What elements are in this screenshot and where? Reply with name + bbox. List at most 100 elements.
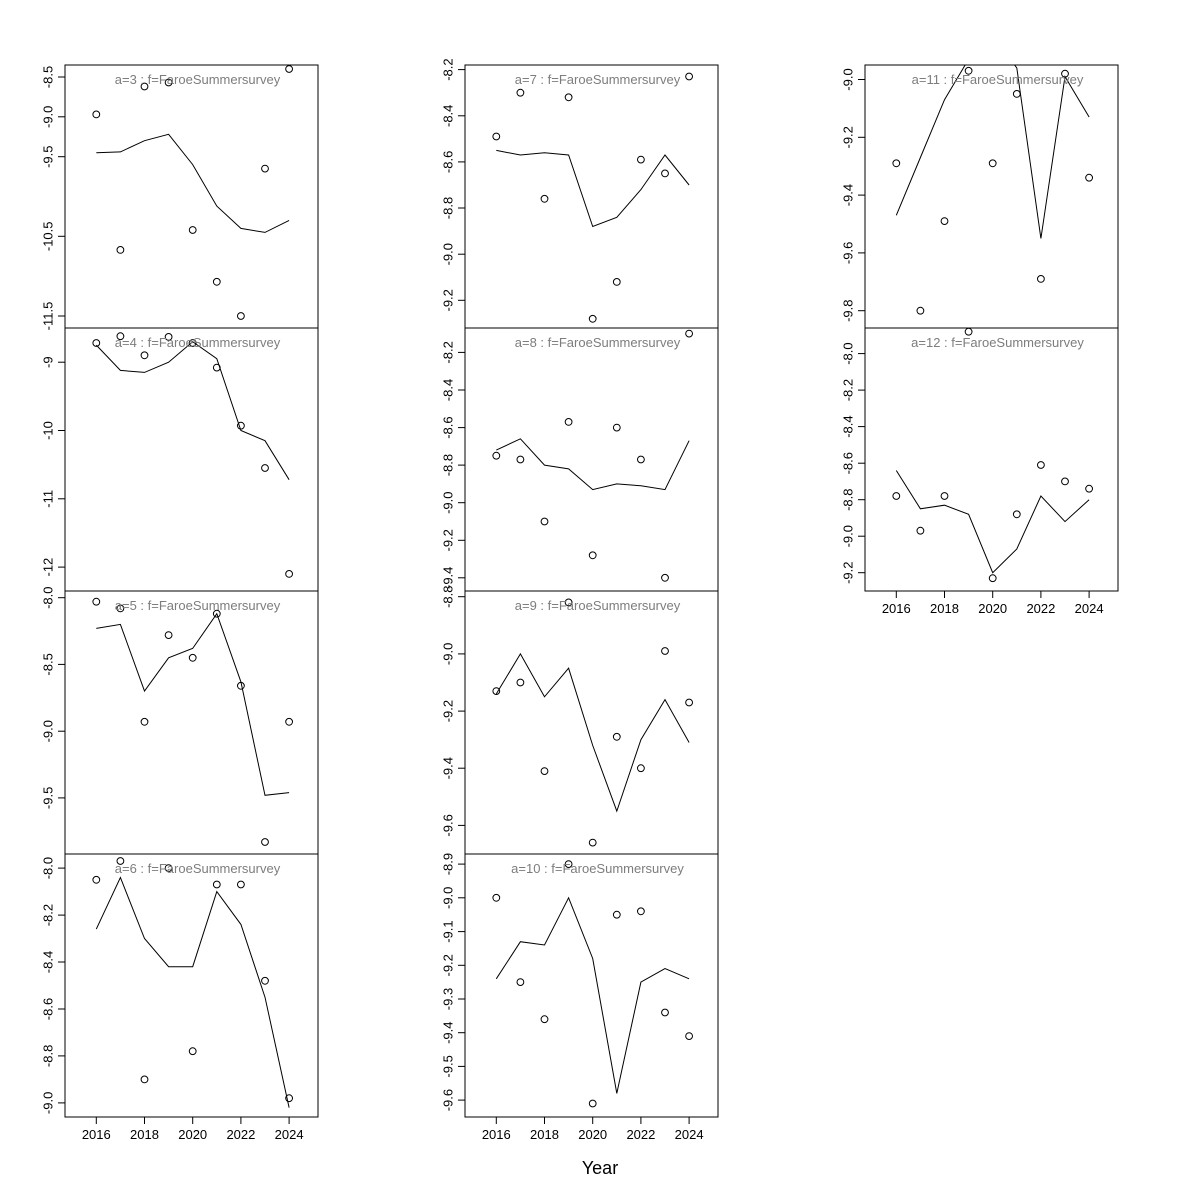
panel-title: a=6 : f=FaroeSummersurvey <box>115 861 281 876</box>
data-point <box>637 764 645 773</box>
y-tick-label: -8.6 <box>41 998 56 1020</box>
data-point <box>540 194 549 203</box>
y-tick-label: -9.6 <box>441 814 456 836</box>
data-point <box>685 329 693 338</box>
y-tick-label: -8.5 <box>41 653 56 675</box>
plot-area <box>92 65 294 320</box>
data-point <box>637 907 645 916</box>
data-point <box>685 698 693 707</box>
data-point <box>140 351 149 360</box>
data-point <box>261 464 269 472</box>
fit-line <box>96 612 290 796</box>
data-point <box>588 551 597 560</box>
data-point <box>964 66 973 75</box>
y-tick-label: -9.4 <box>441 567 456 589</box>
data-point <box>92 875 101 884</box>
data-point <box>564 860 573 868</box>
x-tick-label: 2016 <box>82 1127 111 1142</box>
x-tick-label: 2024 <box>1075 601 1104 616</box>
panel-a4: a=4 : f=FaroeSummersurvey -9 -10 -11 -12 <box>41 327 319 592</box>
fit-line <box>895 65 1090 239</box>
panel-title: a=4 : f=FaroeSummersurvey <box>115 335 281 350</box>
data-point <box>516 678 525 687</box>
fit-line <box>95 341 290 480</box>
data-point <box>492 893 501 902</box>
data-point <box>492 687 501 695</box>
plot-area <box>892 65 1093 315</box>
panel-border <box>464 64 719 329</box>
data-point <box>261 164 269 173</box>
panel-border <box>864 64 1119 329</box>
data-point <box>988 159 997 168</box>
x-tick-label: 2018 <box>130 1127 159 1142</box>
data-point <box>516 88 525 97</box>
data-point <box>285 65 294 73</box>
y-tick-label: -9.0 <box>41 106 56 128</box>
data-point <box>588 838 597 847</box>
data-point <box>661 647 669 655</box>
y-tick-label: -8.2 <box>441 341 456 363</box>
data-point <box>661 1008 669 1017</box>
y-tick-label: -8.2 <box>441 58 456 80</box>
data-point <box>988 574 997 583</box>
y-tick-label: -9.5 <box>41 145 56 167</box>
x-axis-title: Year <box>581 1158 619 1178</box>
y-tick-label: -8.0 <box>841 342 856 364</box>
y-tick-label: -12 <box>41 558 56 577</box>
y-tick-label: -9.4 <box>441 1021 456 1043</box>
data-point <box>285 717 294 726</box>
x-tick-label: 2018 <box>530 1127 559 1142</box>
data-point <box>1061 477 1069 486</box>
y-tick-label: -11 <box>41 490 56 508</box>
data-point <box>237 880 245 889</box>
data-point <box>516 455 525 464</box>
x-tick-label: 2022 <box>226 1127 255 1142</box>
data-point <box>540 517 549 526</box>
x-tick-label: 2016 <box>482 1127 511 1142</box>
data-point <box>116 857 125 865</box>
panel-a6: a=6 : f=FaroeSummersurvey -8.0 -8.2 -8.4 -8.… <box>41 853 319 1142</box>
y-tick-label: -9.2 <box>441 529 456 551</box>
data-point <box>940 492 949 500</box>
y-tick-label: -9.4 <box>441 757 456 779</box>
data-point <box>92 597 101 606</box>
data-point <box>237 312 245 320</box>
plot-area <box>892 328 1093 583</box>
fit-line <box>96 133 290 233</box>
panel-border <box>64 853 319 1118</box>
data-point <box>685 72 693 81</box>
y-tick-label: -9.4 <box>841 184 856 206</box>
data-point <box>261 838 269 846</box>
panel-title: a=10 : f=FaroeSummersurvey <box>511 861 684 876</box>
panel-a3: a=3 : f=FaroeSummersurvey -8.5 -9.0 -9.5 -10… <box>41 64 319 330</box>
panel-border <box>864 327 1119 592</box>
y-tick-label: -9.0 <box>441 643 456 665</box>
data-point <box>661 573 669 582</box>
data-point <box>516 978 525 986</box>
panel-title: a=3 : f=FaroeSummersurvey <box>115 72 281 87</box>
data-point <box>540 1015 549 1024</box>
data-point <box>564 93 573 102</box>
data-point <box>1012 90 1021 98</box>
panel-a9: a=9 : f=FaroeSummersurvey -8.8 -9.0 -9.2 -9.… <box>441 585 719 855</box>
y-tick-label: -8.5 <box>41 66 56 88</box>
data-point <box>1085 173 1093 182</box>
x-tick-label: 2022 <box>1026 601 1055 616</box>
y-tick-label: -8.2 <box>41 904 56 926</box>
data-point <box>685 1032 693 1040</box>
y-tick-label: -9.2 <box>441 700 456 722</box>
data-point <box>140 717 149 726</box>
panel-a12: a=12 : f=FaroeSummersurvey -8.0 -8.2 -8.4 -8… <box>841 327 1119 616</box>
data-point <box>92 110 101 119</box>
data-point <box>188 1047 197 1056</box>
data-point <box>237 681 245 690</box>
data-point <box>164 864 173 872</box>
data-point <box>188 339 197 347</box>
y-tick-label: -9.5 <box>41 787 56 809</box>
data-point <box>637 155 645 164</box>
data-point <box>116 332 125 341</box>
plot-area <box>492 72 693 323</box>
panel-border <box>64 327 319 592</box>
panel-title: a=9 : f=FaroeSummersurvey <box>515 598 681 613</box>
